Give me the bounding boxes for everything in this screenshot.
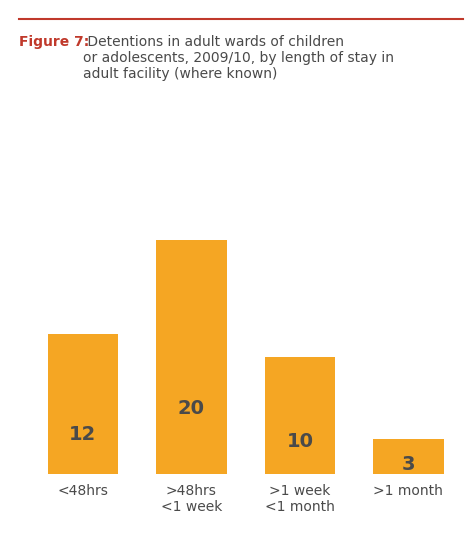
Text: 12: 12 [69, 425, 96, 445]
Text: 10: 10 [286, 432, 313, 451]
Bar [48, 334, 118, 474]
Text: Figure 7:: Figure 7: [19, 35, 89, 49]
Bar [156, 240, 226, 474]
Bar [372, 439, 443, 474]
Bar [264, 357, 335, 474]
Text: 3: 3 [401, 455, 414, 474]
Text: 20: 20 [178, 399, 205, 418]
Text: Detentions in adult wards of children
or adolescents, 2009/10, by length of stay: Detentions in adult wards of children or… [83, 35, 394, 81]
